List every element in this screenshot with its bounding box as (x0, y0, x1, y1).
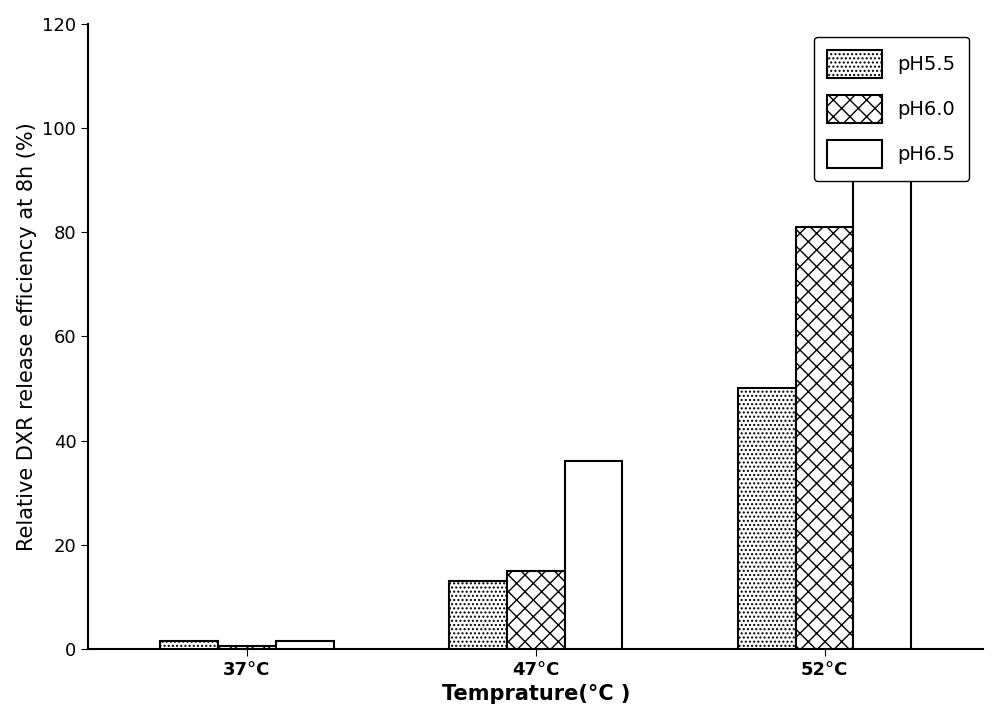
Bar (276, 641, 334, 649)
Bar (738, 389, 796, 649)
Bar (160, 641, 218, 649)
Bar (565, 461, 622, 649)
X-axis label: Temprature(°C ): Temprature(°C ) (442, 684, 630, 704)
Bar (796, 227, 853, 649)
Y-axis label: Relative DXR release efficiency at 8h (%): Relative DXR release efficiency at 8h (%… (17, 122, 37, 551)
Legend: pH5.5, pH6.0, pH6.5: pH5.5, pH6.0, pH6.5 (814, 37, 969, 181)
Bar (507, 571, 565, 649)
Bar (449, 581, 507, 649)
Bar (853, 128, 911, 649)
Bar (218, 646, 276, 649)
